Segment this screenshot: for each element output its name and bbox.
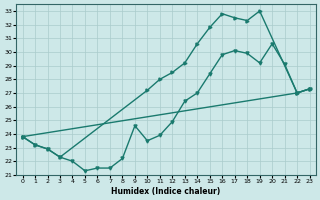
- X-axis label: Humidex (Indice chaleur): Humidex (Indice chaleur): [111, 187, 221, 196]
